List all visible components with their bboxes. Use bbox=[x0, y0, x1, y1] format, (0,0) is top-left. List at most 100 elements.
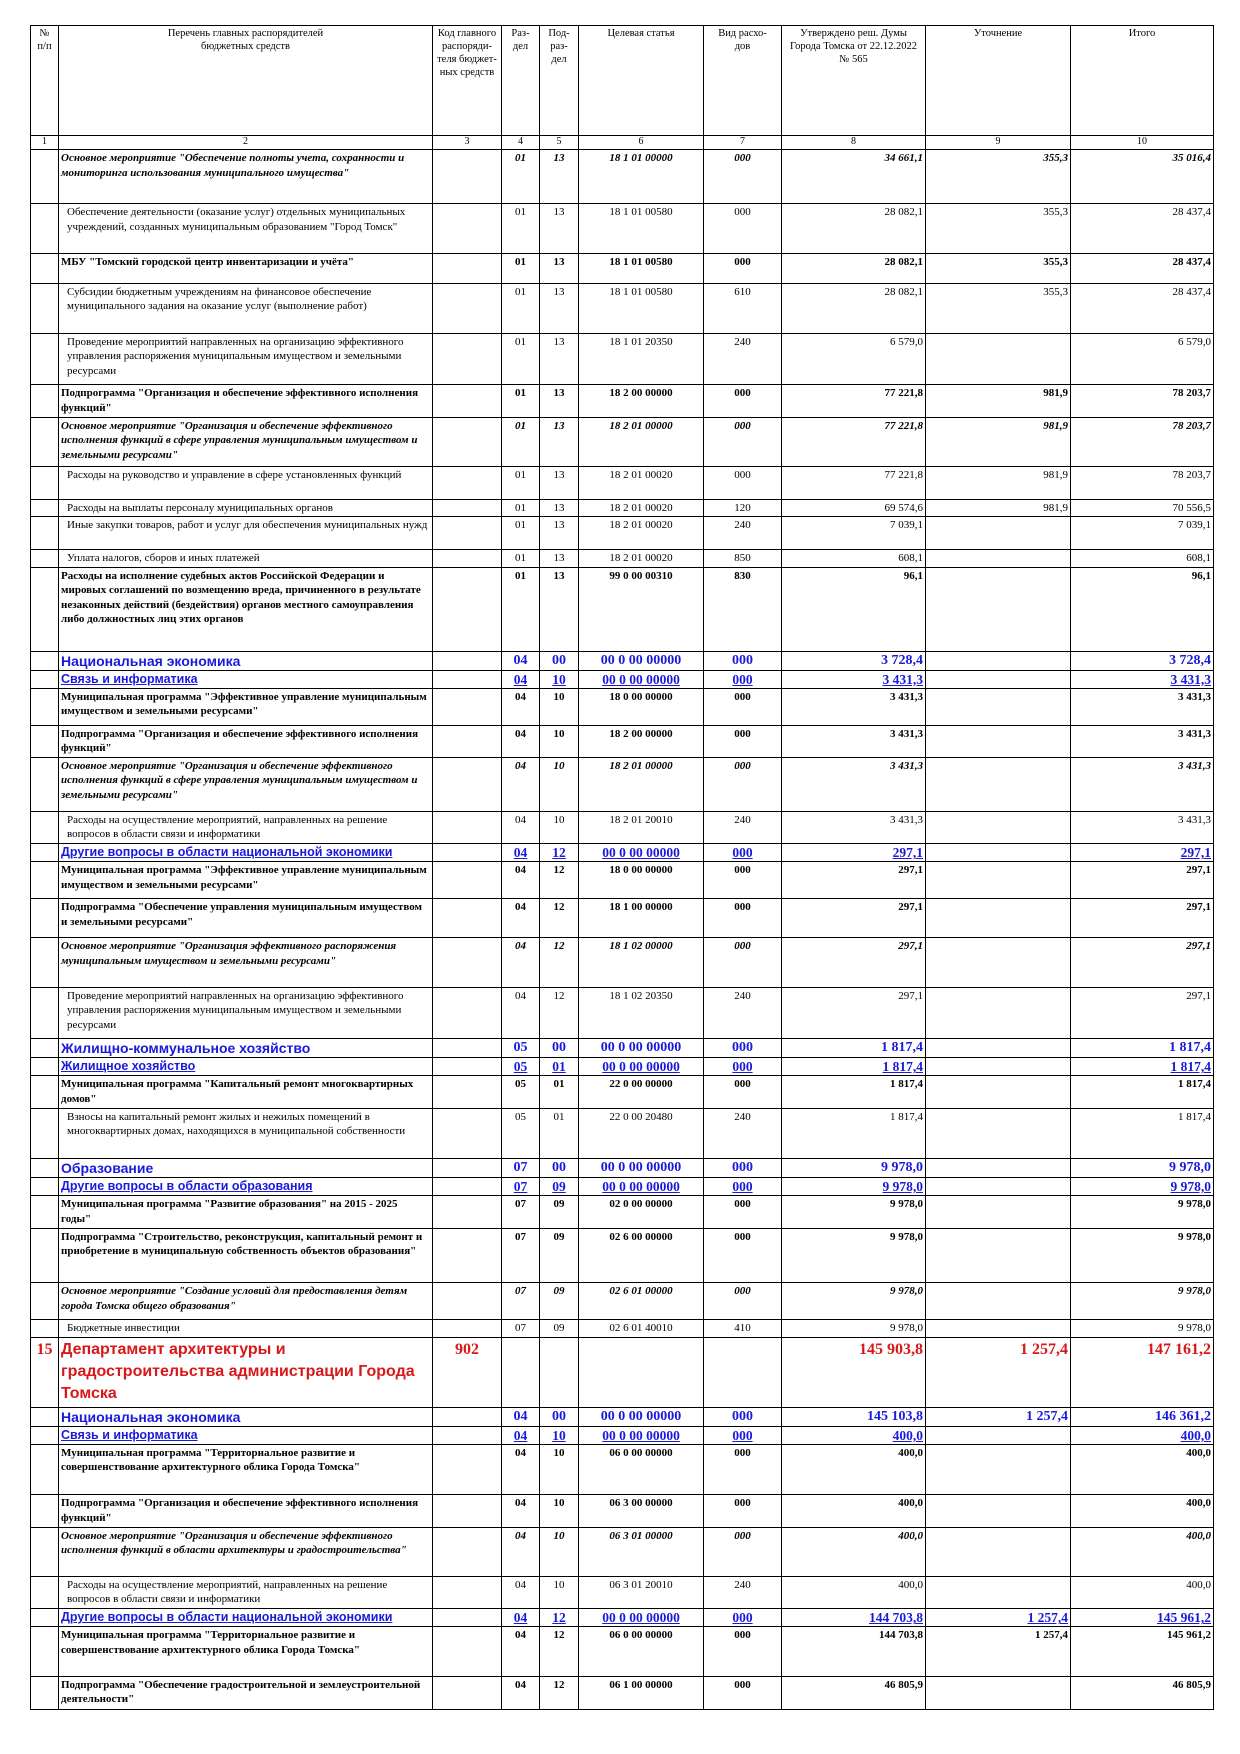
cell: 297,1 bbox=[781, 937, 926, 988]
cell: 10 bbox=[1070, 134, 1214, 151]
table-row: Основное мероприятие "Создание условий д… bbox=[30, 1282, 1214, 1321]
cell: Подпрограмма "Организация и обеспечение … bbox=[58, 384, 433, 418]
cell bbox=[432, 810, 502, 845]
cell: 06 3 00 00000 bbox=[578, 1494, 704, 1528]
cell: 9 978,0 bbox=[1070, 1282, 1214, 1321]
cell bbox=[925, 548, 1071, 568]
cell: 608,1 bbox=[1070, 548, 1214, 568]
cell: 12 bbox=[539, 1608, 579, 1628]
cell: Основное мероприятие "Создание условий д… bbox=[58, 1282, 433, 1321]
cell: Основное мероприятие "Организация эффект… bbox=[58, 937, 433, 988]
cell: 06 0 00 00000 bbox=[578, 1626, 704, 1677]
cell: 04 bbox=[501, 756, 540, 812]
cell bbox=[432, 1425, 502, 1445]
cell: 09 bbox=[539, 1319, 579, 1339]
cell: 13 bbox=[539, 332, 579, 386]
cell: 00 0 00 00000 bbox=[578, 1158, 704, 1179]
cell: 145 903,8 bbox=[781, 1337, 926, 1408]
cell: 12 bbox=[539, 1626, 579, 1677]
cell: 410 bbox=[703, 1319, 782, 1339]
cell bbox=[432, 1494, 502, 1528]
table-row: Проведение мероприятий направленных на о… bbox=[30, 332, 1214, 386]
cell bbox=[432, 1057, 502, 1077]
cell bbox=[30, 756, 59, 812]
cell bbox=[432, 1526, 502, 1577]
cell: Другие вопросы в области образования bbox=[58, 1177, 433, 1197]
cell bbox=[30, 149, 59, 205]
cell bbox=[432, 1195, 502, 1229]
table-row: Муниципальная программа "Эффективное упр… bbox=[30, 687, 1214, 726]
cell: 355,3 bbox=[925, 282, 1071, 334]
cell: 400,0 bbox=[1070, 1425, 1214, 1445]
cell: 04 bbox=[501, 986, 540, 1040]
cell: 18 1 01 00000 bbox=[578, 149, 704, 205]
cell bbox=[925, 1038, 1071, 1059]
cell: 297,1 bbox=[781, 861, 926, 900]
cell bbox=[30, 1425, 59, 1445]
cell: 000 bbox=[703, 1282, 782, 1321]
cell bbox=[539, 1337, 579, 1408]
cell: 01 bbox=[501, 516, 540, 550]
cell: 04 bbox=[501, 1443, 540, 1496]
cell bbox=[925, 843, 1071, 863]
cell: 06 3 01 20010 bbox=[578, 1575, 704, 1610]
cell: 9 978,0 bbox=[1070, 1227, 1214, 1284]
cell bbox=[925, 1526, 1071, 1577]
cell bbox=[30, 1443, 59, 1496]
cell bbox=[925, 1195, 1071, 1229]
cell: 000 bbox=[703, 1177, 782, 1197]
cell: 12 bbox=[539, 898, 579, 939]
cell: 09 bbox=[539, 1282, 579, 1321]
cell: Подпрограмма "Организация и обеспечение … bbox=[58, 724, 433, 758]
table-row: Подпрограмма "Строительство, реконструкц… bbox=[30, 1227, 1214, 1284]
table-row: Основное мероприятие "Организация и обес… bbox=[30, 416, 1214, 468]
cell: 000 bbox=[703, 1425, 782, 1445]
cell: 07 bbox=[501, 1227, 540, 1284]
cell: 01 bbox=[501, 203, 540, 255]
cell: 355,3 bbox=[925, 203, 1071, 255]
cell: 13 bbox=[539, 253, 579, 284]
cell bbox=[432, 1075, 502, 1109]
cell: 12 bbox=[539, 937, 579, 988]
cell: 146 361,2 bbox=[1070, 1406, 1214, 1427]
cell bbox=[432, 669, 502, 689]
cell bbox=[432, 861, 502, 900]
cell bbox=[30, 498, 59, 518]
table-row: Проведение мероприятий направленных на о… bbox=[30, 986, 1214, 1040]
cell bbox=[30, 843, 59, 863]
cell: 00 bbox=[539, 1158, 579, 1179]
cell bbox=[432, 756, 502, 812]
cell bbox=[432, 1626, 502, 1677]
cell bbox=[925, 687, 1071, 726]
cell bbox=[30, 384, 59, 418]
cell: 05 bbox=[501, 1038, 540, 1059]
cell: Целевая статья bbox=[578, 25, 704, 136]
cell: 02 6 01 40010 bbox=[578, 1319, 704, 1339]
cell: 04 bbox=[501, 843, 540, 863]
cell: 9 978,0 bbox=[781, 1158, 926, 1179]
cell: 5 bbox=[539, 134, 579, 151]
cell: 04 bbox=[501, 1526, 540, 1577]
cell: 78 203,7 bbox=[1070, 466, 1214, 500]
cell bbox=[432, 986, 502, 1040]
table-row: Обеспечение деятельности (оказание услуг… bbox=[30, 203, 1214, 255]
cell: 8 bbox=[781, 134, 926, 151]
cell: Национальная экономика bbox=[58, 650, 433, 671]
cell bbox=[30, 1319, 59, 1339]
cell: 000 bbox=[703, 203, 782, 255]
cell: 13 bbox=[539, 416, 579, 468]
cell: 3 431,3 bbox=[1070, 756, 1214, 812]
cell bbox=[30, 1195, 59, 1229]
cell: 9 978,0 bbox=[781, 1227, 926, 1284]
cell bbox=[30, 516, 59, 550]
cell: 144 703,8 bbox=[781, 1626, 926, 1677]
cell bbox=[432, 416, 502, 468]
cell: Расходы на руководство и управление в сф… bbox=[58, 466, 433, 500]
cell: 240 bbox=[703, 986, 782, 1040]
cell: 69 574,6 bbox=[781, 498, 926, 518]
cell: Подпрограмма "Обеспечение управления мун… bbox=[58, 898, 433, 939]
cell bbox=[925, 669, 1071, 689]
table-row: Муниципальная программа "Территориальное… bbox=[30, 1626, 1214, 1677]
cell bbox=[30, 1626, 59, 1677]
table-row: Национальная экономика 04 00 00 0 00 00000 0… bbox=[30, 650, 1214, 671]
